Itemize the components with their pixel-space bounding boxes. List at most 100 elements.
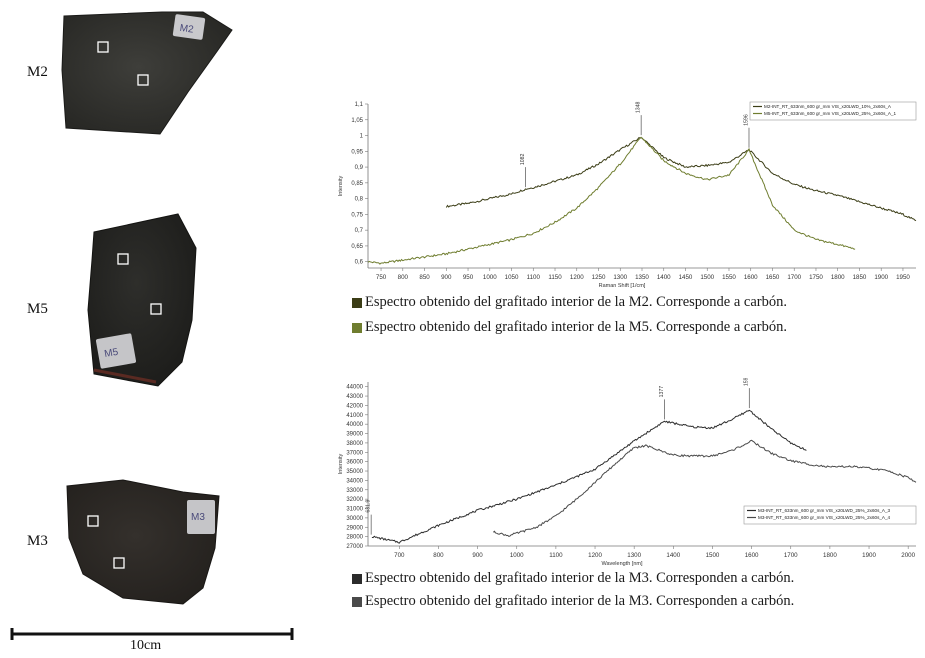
sample-marker-square — [117, 253, 129, 265]
caption-swatch-m3-b — [352, 596, 362, 607]
y-tick-label: 0,85 — [351, 181, 363, 187]
y-tick-label: 1 — [360, 134, 364, 140]
x-tick-label: 1300 — [627, 552, 641, 559]
peak-label: 1596 — [743, 114, 749, 126]
caption-m3-a: Espectro obtenido del grafitado interior… — [352, 570, 794, 587]
y-tick-label: 27000 — [346, 544, 363, 550]
y-tick-label: 29000 — [346, 525, 363, 531]
x-tick-label: 1300 — [613, 274, 627, 281]
x-tick-label: 1650 — [766, 274, 780, 281]
x-tick-label: 1900 — [874, 274, 888, 281]
y-tick-label: 0,9 — [355, 165, 364, 171]
x-tick-label: 800 — [398, 274, 409, 281]
sample-marker-square — [113, 557, 125, 569]
y-tick-label: 31000 — [346, 507, 363, 513]
y-tick-label: 37000 — [346, 450, 363, 456]
y-axis-title: Intensity — [338, 454, 344, 475]
x-tick-label: 1250 — [592, 274, 606, 281]
svg-text:M2: M2 — [179, 23, 195, 36]
series-line-2 — [367, 136, 856, 265]
sample-marker-square — [137, 74, 149, 86]
y-tick-label: 42000 — [346, 403, 363, 409]
y-tick-label: 35000 — [346, 469, 363, 475]
x-axis-title: Raman Shift [1/cm] — [599, 283, 646, 288]
y-tick-label: 28000 — [346, 535, 363, 541]
legend-box — [743, 505, 917, 525]
sample-photo-m2: M2 — [61, 11, 233, 135]
raman-chart-m3: 700 800 900 1000 1100 1200 1300 1400 1500 1600 170… — [338, 378, 917, 567]
x-tick-label: 1400 — [666, 552, 680, 559]
x-tick-label: 1850 — [853, 274, 867, 281]
caption-text-m2: Espectro obtenido del grafitado interior… — [365, 294, 787, 310]
x-tick-label: 1450 — [679, 274, 693, 281]
y-tick-label: 0,7 — [355, 228, 364, 234]
x-tick-label: 1800 — [823, 552, 837, 559]
x-tick-label: 2000 — [901, 552, 915, 559]
x-tick-label: 1500 — [700, 274, 714, 281]
peak-label: 1082 — [520, 153, 526, 165]
x-tick-label: 1900 — [862, 552, 876, 559]
x-tick-label: 900 — [441, 274, 452, 281]
caption-text-m5: Espectro obtenido del grafitado interior… — [365, 319, 787, 335]
caption-text-m3-a: Espectro obtenido del grafitado interior… — [365, 570, 795, 586]
y-tick-label: 44000 — [346, 385, 363, 391]
y-tick-label: 0,95 — [351, 149, 363, 155]
x-tick-label: 1100 — [549, 552, 563, 559]
sample-label-m2: M2 — [27, 64, 48, 80]
y-tick-label: 0,65 — [351, 244, 363, 250]
x-tick-label: 1750 — [809, 274, 823, 281]
x-tick-label: 800 — [433, 552, 444, 559]
caption-swatch-m3-a — [352, 573, 362, 584]
legend-box — [749, 101, 917, 121]
x-tick-label: 1200 — [588, 552, 602, 559]
legend-entry: M3-INT_RT_633nm_600 gr_mm VIS_x20LWD_25%… — [758, 515, 891, 520]
x-tick-label: 1200 — [570, 274, 584, 281]
x-tick-label: 1000 — [483, 274, 497, 281]
caption-swatch-m2 — [352, 297, 362, 308]
y-tick-label: 33000 — [346, 488, 363, 494]
raman-chart-m2-m5: 750 800 850 900 950 1000 1050 1100 1150 1200 1250 1… — [338, 101, 917, 288]
scale-bar — [10, 628, 294, 640]
peak-label: 1348 — [636, 101, 642, 113]
x-tick-label: 900 — [472, 552, 483, 559]
x-tick-label: 1500 — [706, 552, 720, 559]
x-tick-label: 1700 — [787, 274, 801, 281]
x-tick-label: 750 — [376, 274, 387, 281]
x-tick-label: 850 — [419, 274, 430, 281]
x-tick-label: 1350 — [635, 274, 649, 281]
x-tick-label: 1550 — [722, 274, 736, 281]
y-tick-label: 0,75 — [351, 212, 363, 218]
peak-label: 1594 — [744, 378, 750, 386]
legend-entry: M5-INT_RT_633nm_600 gr_mm VIS_x20LWD_25%… — [764, 111, 897, 116]
x-tick-label: 1100 — [527, 274, 541, 281]
caption-m3-b: Espectro obtenido del grafitado interior… — [352, 593, 794, 610]
y-axis-title: Intensity — [338, 176, 344, 197]
x-tick-label: 1050 — [505, 274, 519, 281]
sample-photo-m5: M5 — [87, 213, 197, 387]
caption-m2: Espectro obtenido del grafitado interior… — [352, 294, 787, 311]
x-tick-label: 700 — [394, 552, 405, 559]
scale-bar-label: 10cm — [130, 638, 162, 653]
sample-marker-square — [150, 303, 162, 315]
caption-swatch-m5 — [352, 322, 362, 333]
sample-marker-square — [87, 515, 99, 527]
x-tick-label: 1000 — [510, 552, 524, 559]
legend-entry: M3-INT_RT_633nm_600 gr_mm VIS_x20LWD_25%… — [758, 508, 891, 513]
series-line-2 — [492, 439, 917, 537]
x-tick-label: 1150 — [548, 274, 562, 281]
peak-label: 1377 — [659, 386, 665, 398]
y-tick-label: 41000 — [346, 413, 363, 419]
x-tick-label: 1700 — [784, 552, 798, 559]
y-tick-label: 40000 — [346, 422, 363, 428]
peak-label: 631.9 — [366, 500, 372, 513]
y-tick-label: 38000 — [346, 441, 363, 447]
y-tick-label: 39000 — [346, 432, 363, 438]
y-tick-label: 36000 — [346, 460, 363, 466]
caption-m5: Espectro obtenido del grafitado interior… — [352, 319, 787, 336]
sample-label-m3: M3 — [27, 533, 48, 549]
y-tick-label: 43000 — [346, 394, 363, 400]
sample-marker-square — [97, 41, 109, 53]
legend-entry: M2-INT_RT_633nm_600 gr_mm VIS_x20LWD_10%… — [764, 104, 892, 109]
x-axis-title: Wavelength [nm] — [601, 561, 643, 567]
y-tick-label: 0,6 — [355, 260, 364, 266]
